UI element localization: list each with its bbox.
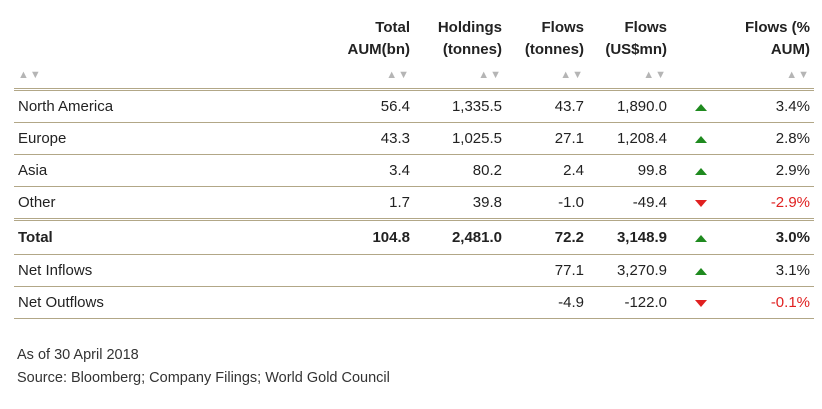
flows-usd-cell: 99.8: [637, 162, 667, 179]
flows-usd-cell: -122.0: [624, 294, 667, 311]
flows-tonnes-cell: 27.1: [554, 130, 584, 147]
flows-usd-cell: 1,890.0: [616, 98, 667, 115]
up-arrow-icon: [695, 136, 707, 143]
sort-arrows-icon[interactable]: ▲▼: [478, 69, 502, 81]
region-cell: Europe: [18, 130, 67, 147]
down-arrow-icon: [695, 200, 707, 207]
total-row: Total 104.8 2,481.0 72.2 3,148.9 3.0%: [14, 220, 814, 255]
flows-pct-cell: 2.9%: [775, 162, 810, 179]
flows-pct-cell: -2.9%: [770, 194, 810, 211]
holdings-header[interactable]: Holdings (tonnes) ▲▼: [414, 14, 506, 90]
header-row: ▲▼ Total AUM(bn) ▲▼ Holdings (tonnes) ▲▼…: [14, 14, 814, 90]
up-arrow-icon: [695, 268, 707, 275]
sort-arrows-icon[interactable]: ▲▼: [786, 69, 810, 81]
flows-tonnes-cell: 77.1: [554, 262, 584, 279]
table-row: Europe 43.3 1,025.5 27.1 1,208.4 2.8%: [14, 123, 814, 155]
sort-arrows-icon[interactable]: ▲▼: [386, 69, 410, 81]
flows-tonnes-header[interactable]: Flows (tonnes) ▲▼: [506, 14, 588, 90]
aum-cell: 3.4: [389, 162, 410, 179]
etf-flows-table: ▲▼ Total AUM(bn) ▲▼ Holdings (tonnes) ▲▼…: [14, 14, 814, 319]
holdings-cell: 1,335.5: [451, 98, 502, 115]
flows-tonnes-cell: 72.2: [554, 229, 584, 246]
region-cell: Other: [18, 194, 56, 211]
down-arrow-icon: [695, 300, 707, 307]
table-row: Asia 3.4 80.2 2.4 99.8 2.9%: [14, 155, 814, 187]
etf-flows-table-container: ▲▼ Total AUM(bn) ▲▼ Holdings (tonnes) ▲▼…: [14, 14, 814, 319]
holdings-cell: 1,025.5: [451, 130, 502, 147]
table-notes: As of 30 April 2018 Source: Bloomberg; C…: [17, 344, 390, 390]
region-cell: Net Inflows: [18, 262, 93, 279]
region-cell: Asia: [18, 162, 48, 179]
region-cell: Net Outflows: [18, 294, 104, 311]
aum-cell: 1.7: [389, 194, 410, 211]
flows-tonnes-cell: 43.7: [554, 98, 584, 115]
up-arrow-icon: [695, 235, 707, 242]
flows-usd-header[interactable]: Flows (US$mn) ▲▼: [588, 14, 671, 90]
flows-pct-cell: 2.8%: [775, 130, 810, 147]
flows-usd-cell: 3,148.9: [616, 229, 667, 246]
net-inflows-row: Net Inflows 77.1 3,270.9 3.1%: [14, 255, 814, 287]
direction-header: [671, 14, 731, 90]
holdings-cell: 39.8: [472, 194, 502, 211]
flows-pct-header[interactable]: Flows (% AUM) ▲▼: [731, 14, 814, 90]
flows-usd-cell: 3,270.9: [616, 262, 667, 279]
source-note: Source: Bloomberg; Company Filings; Worl…: [17, 370, 390, 386]
flows-pct-cell: 3.1%: [775, 262, 810, 279]
flows-pct-cell: -0.1%: [770, 294, 810, 311]
sort-arrows-icon[interactable]: ▲▼: [560, 69, 584, 81]
aum-cell: 104.8: [372, 229, 410, 246]
flows-tonnes-cell: -4.9: [558, 294, 584, 311]
total-label: Total: [18, 229, 53, 246]
sort-arrows-icon[interactable]: ▲▼: [643, 69, 667, 81]
table-row: Other 1.7 39.8 -1.0 -49.4 -2.9%: [14, 187, 814, 220]
flows-tonnes-cell: 2.4: [563, 162, 584, 179]
flows-pct-cell: 3.4%: [775, 98, 810, 115]
sort-arrows-icon[interactable]: ▲▼: [18, 69, 42, 81]
net-outflows-row: Net Outflows -4.9 -122.0 -0.1%: [14, 287, 814, 319]
region-header[interactable]: ▲▼: [14, 14, 304, 90]
aum-cell: 56.4: [380, 98, 410, 115]
aum-header[interactable]: Total AUM(bn) ▲▼: [304, 14, 414, 90]
holdings-cell: 2,481.0: [451, 229, 502, 246]
up-arrow-icon: [695, 168, 707, 175]
aum-cell: 43.3: [380, 130, 410, 147]
table-row: North America 56.4 1,335.5 43.7 1,890.0 …: [14, 90, 814, 123]
up-arrow-icon: [695, 104, 707, 111]
flows-usd-cell: 1,208.4: [616, 130, 667, 147]
flows-tonnes-cell: -1.0: [558, 194, 584, 211]
region-cell: North America: [18, 98, 114, 115]
flows-usd-cell: -49.4: [632, 194, 667, 211]
holdings-cell: 80.2: [472, 162, 502, 179]
as-of-date: As of 30 April 2018: [17, 347, 139, 363]
flows-pct-cell: 3.0%: [775, 229, 810, 246]
